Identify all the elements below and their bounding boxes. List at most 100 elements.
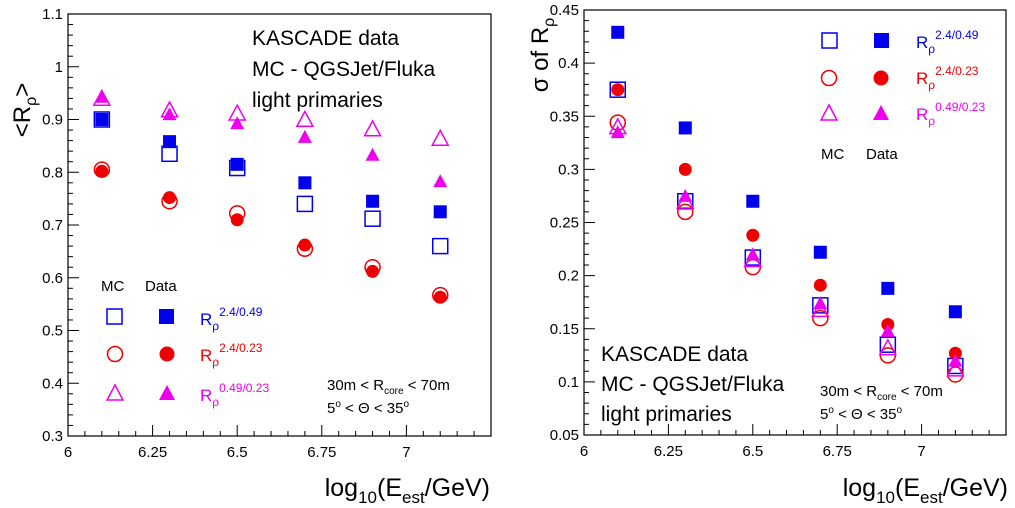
right-x-tick-label: 6 <box>580 443 588 460</box>
right-y-tick-label: 0.35 <box>550 108 579 125</box>
left-legend-header-data: Data <box>145 278 177 295</box>
right-x-tick-label: 6.75 <box>823 443 852 460</box>
left-y-axis-label: <Rρ> <box>9 83 40 137</box>
left-legend-data-marker-3 <box>159 385 175 400</box>
left-data-point-square <box>95 113 109 126</box>
right-y-tick-label: 0.4 <box>558 55 579 72</box>
right-y-tick-label: 0.25 <box>550 215 579 232</box>
right-cut-1: 30m < Rcore < 70m <box>820 383 943 403</box>
left-annotation-1: KASCADE data <box>252 27 399 50</box>
right-data-point-square <box>678 121 692 135</box>
right-legend-data-marker-1 <box>874 33 889 48</box>
left-mc-point-square <box>431 237 449 255</box>
left-mc-point-triangle <box>363 119 382 137</box>
left-legend-data-marker-2 <box>159 346 175 362</box>
right-x-axis-label: log10(Eest/GeV) <box>843 474 1008 507</box>
right-cut-2: 5o < Θ < 35o <box>820 405 902 423</box>
left-data-point-circle <box>366 264 380 278</box>
right-data-point-circle <box>678 162 692 176</box>
left-data-point-triangle <box>433 174 448 188</box>
right-mc-point-triangle <box>878 338 898 356</box>
right-y-tick-label: 0.3 <box>558 161 579 178</box>
left-data-point-square <box>366 194 380 208</box>
left-y-tick-label: 0.3 <box>42 428 63 445</box>
left-panel: 6 6.25 6.5 6.75 7 0.3 0.4 0.5 0.6 0.7 0.8 0.9 1 1.1 <… <box>9 6 492 507</box>
left-legend-header-mc: MC <box>101 278 124 295</box>
right-data-point-circle <box>813 278 827 292</box>
left-mc-point-square <box>296 195 314 213</box>
left-legend-label-3: Rρ0.49/0.23 <box>200 381 269 409</box>
left-y-tick-label: 1.1 <box>42 6 63 23</box>
left-y-tick-label: 0.9 <box>42 112 63 129</box>
right-legend-mc-marker-3 <box>819 103 839 121</box>
right-data-point-square <box>948 305 962 319</box>
left-marks <box>92 88 450 304</box>
left-y-tick-label: 1 <box>55 59 63 76</box>
right-legend-label-1: Rρ2.4/0.49 <box>916 28 979 56</box>
left-data-point-circle <box>433 290 447 304</box>
right-data-point-triangle <box>745 247 760 261</box>
right-mc-point-circle <box>677 203 694 221</box>
right-legend-label-3: Rρ0.49/0.23 <box>916 100 985 128</box>
left-x-tick-label: 6.5 <box>227 444 248 461</box>
left-legend-label-2: Rρ2.4/0.23 <box>200 341 263 369</box>
right-data-point-circle <box>611 83 625 97</box>
right-mc-point-triangle <box>946 359 965 377</box>
right-legend-data-marker-3 <box>873 105 889 120</box>
right-legend-data-marker-2 <box>873 70 889 86</box>
left-legend-label-1: Rρ2.4/0.49 <box>200 305 263 333</box>
left-data-point-circle <box>95 164 109 178</box>
left-x-tick-label: 7 <box>402 444 410 461</box>
right-y-tick-label: 0.15 <box>550 321 579 338</box>
right-y-tick-label: 0.1 <box>558 374 579 391</box>
left-x-tick-label: 6.75 <box>307 444 336 461</box>
right-x-tick-label: 6.5 <box>742 443 763 460</box>
right-data-point-triangle <box>948 353 963 367</box>
right-x-tick-label: 6.25 <box>654 443 683 460</box>
right-legend-header-data: Data <box>866 146 898 163</box>
right-legend-header-mc: MC <box>821 146 844 163</box>
right-y-tick-label: 0.05 <box>550 427 579 444</box>
right-data-point-triangle <box>813 296 828 310</box>
right-data-point-triangle <box>678 188 693 202</box>
left-mc-point-triangle <box>430 128 450 147</box>
left-y-tick-label: 0.4 <box>42 375 63 392</box>
right-y-tick-label: 0.2 <box>558 268 579 285</box>
left-mc-point-square <box>93 111 111 128</box>
left-x-axis-label: log10(Eest/GeV) <box>325 474 490 507</box>
left-y-tick-label: 0.5 <box>42 323 63 340</box>
left-x-tick-label: 6.25 <box>138 444 167 461</box>
left-data-point-square <box>163 135 177 149</box>
right-data-point-square <box>881 281 895 295</box>
right-legend-mc-marker-2 <box>820 69 838 87</box>
right-x-tick-label: 7 <box>917 443 925 460</box>
right-mc-point-circle <box>947 366 964 383</box>
left-annotation-2: MC - QGSJet/Fluka <box>252 58 436 81</box>
left-cut-1: 30m < Rcore < 70m <box>327 377 450 397</box>
left-ticks: 6 6.25 6.5 6.75 7 0.3 0.4 0.5 0.6 0.7 0.8 0.9 1 1.1 <box>42 6 492 461</box>
left-data-point-circle <box>298 238 312 252</box>
right-mc-point-circle <box>812 309 829 327</box>
left-mc-point-square <box>364 210 381 227</box>
right-marks <box>608 25 965 383</box>
left-data-point-triangle <box>94 89 109 103</box>
right-data-point-square <box>746 194 760 208</box>
right-data-point-circle <box>948 346 962 360</box>
right-data-point-triangle <box>610 125 625 139</box>
right-y-axis-label: σ of Rρ <box>527 18 558 93</box>
left-data-point-square <box>298 176 312 190</box>
left-data-point-circle <box>163 191 177 205</box>
right-panel: 6 6.25 6.5 6.75 7 0.05 0.1 0.15 0.2 0.25 0.3 0.35 0.… <box>527 2 1008 507</box>
left-data-point-triangle <box>162 107 177 121</box>
right-data-point-circle <box>746 228 760 242</box>
right-data-point-square <box>813 245 827 259</box>
left-mc-point-triangle <box>295 109 315 128</box>
right-annotation-3: light primaries <box>601 403 732 426</box>
left-x-tick-label: 6 <box>64 444 72 461</box>
right-legend-mc-marker-1 <box>821 32 838 49</box>
right-data-point-square <box>611 25 625 39</box>
left-legend-mc-marker-1 <box>106 308 123 325</box>
left-y-tick-label: 0.6 <box>42 270 63 287</box>
left-legend-data-marker-1 <box>159 309 174 324</box>
left-data-point-square <box>433 205 447 219</box>
